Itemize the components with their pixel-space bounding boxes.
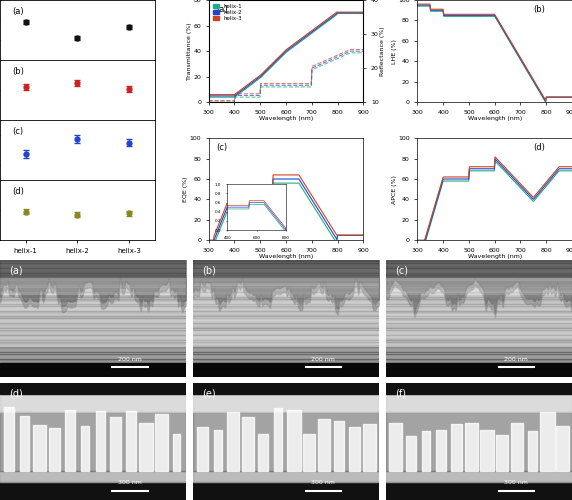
Bar bbox=[386, 412, 572, 470]
Text: (c): (c) bbox=[13, 128, 23, 136]
Y-axis label: LHE (%): LHE (%) bbox=[392, 38, 397, 64]
Text: 200 nm: 200 nm bbox=[311, 356, 335, 362]
Bar bbox=[386, 382, 572, 394]
Y-axis label: Transmittance (%): Transmittance (%) bbox=[187, 22, 192, 80]
Bar bbox=[193, 382, 379, 394]
Bar bbox=[0, 363, 186, 377]
Y-axis label: APCE (%): APCE (%) bbox=[392, 175, 397, 204]
Text: (a): (a) bbox=[9, 266, 23, 276]
Bar bbox=[193, 470, 379, 482]
Text: (f): (f) bbox=[396, 388, 407, 398]
Text: 300 nm: 300 nm bbox=[505, 480, 528, 485]
Text: (d): (d) bbox=[9, 388, 23, 398]
Text: (e): (e) bbox=[202, 388, 216, 398]
Bar bbox=[0, 482, 186, 500]
Bar bbox=[386, 394, 572, 412]
Text: (b): (b) bbox=[202, 266, 216, 276]
Bar bbox=[0, 382, 186, 394]
Text: (c): (c) bbox=[396, 266, 408, 276]
Bar bbox=[0, 394, 186, 412]
Bar bbox=[0, 470, 186, 482]
Bar bbox=[0, 412, 186, 470]
Text: (c): (c) bbox=[216, 143, 228, 152]
Bar bbox=[193, 412, 379, 470]
X-axis label: Wavelength (nm): Wavelength (nm) bbox=[467, 116, 522, 121]
Y-axis label: EQE (%): EQE (%) bbox=[183, 176, 188, 202]
Bar bbox=[193, 482, 379, 500]
Text: (b): (b) bbox=[533, 5, 545, 14]
Text: (a): (a) bbox=[216, 5, 228, 14]
Bar bbox=[386, 363, 572, 377]
Text: 200 nm: 200 nm bbox=[118, 356, 142, 362]
Legend: helix-1, helix-2, helix-3: helix-1, helix-2, helix-3 bbox=[212, 3, 244, 22]
Text: (d): (d) bbox=[533, 143, 545, 152]
Bar bbox=[193, 363, 379, 377]
Text: 300 nm: 300 nm bbox=[118, 480, 142, 485]
Text: 300 nm: 300 nm bbox=[311, 480, 335, 485]
Text: (b): (b) bbox=[13, 68, 24, 76]
Text: (a): (a) bbox=[13, 7, 24, 16]
Text: 200 nm: 200 nm bbox=[505, 356, 528, 362]
X-axis label: Wavelength (nm): Wavelength (nm) bbox=[467, 254, 522, 260]
Bar bbox=[386, 482, 572, 500]
X-axis label: Wavelength (nm): Wavelength (nm) bbox=[259, 116, 313, 121]
X-axis label: Wavelength (nm): Wavelength (nm) bbox=[259, 254, 313, 260]
Text: (d): (d) bbox=[13, 188, 24, 196]
Bar bbox=[386, 470, 572, 482]
Y-axis label: Reflectance (%): Reflectance (%) bbox=[380, 26, 385, 76]
Bar bbox=[193, 394, 379, 412]
